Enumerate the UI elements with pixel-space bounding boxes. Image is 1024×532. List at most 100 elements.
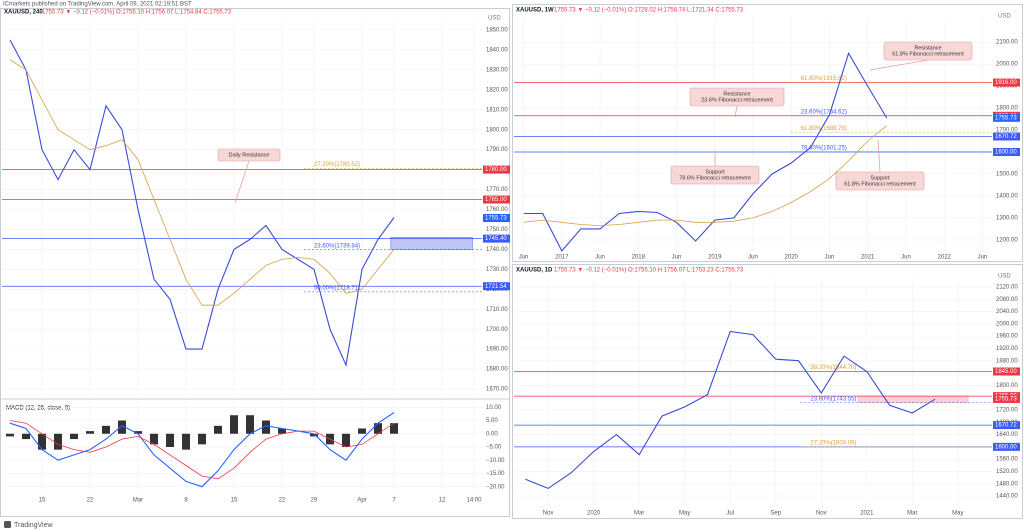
level-tag-label: 1916.00 — [995, 80, 1017, 86]
callout-pointer — [234, 160, 250, 204]
last-tag-label: 1755.73 — [995, 397, 1017, 403]
x-tick-label: Jun — [901, 255, 911, 261]
y-tick-label: 1920.00 — [996, 346, 1018, 352]
y-tick-label: −10.00 — [486, 458, 505, 464]
y-tick-label: 1640.00 — [996, 432, 1018, 438]
x-tick-label: 2020 — [785, 255, 799, 261]
x-tick-label: 12 — [439, 498, 446, 504]
x-tick-label: Jul — [726, 511, 734, 517]
average-line — [9, 59, 395, 306]
y-tick-label: 1770.00 — [486, 187, 508, 193]
footer: TradingView — [14, 522, 53, 529]
x-tick-label: Jun — [748, 255, 758, 261]
y-tick-label: 2000.00 — [996, 321, 1018, 327]
y-tick-label: 2120.00 — [996, 284, 1018, 290]
histogram-bar — [102, 425, 110, 434]
average-line — [9, 420, 395, 480]
y-tick-label: 0.00 — [486, 431, 498, 437]
y-tick-label: 5.00 — [486, 418, 498, 424]
level-tag — [483, 165, 510, 174]
level-tag-label: 1780.00 — [485, 167, 507, 173]
x-tick-label: 2017 — [555, 255, 569, 261]
y-tick-label: 1800.00 — [996, 383, 1018, 389]
y-tick-label: 1400.00 — [996, 194, 1018, 200]
histogram-bar — [214, 425, 222, 434]
y-tick-label: 2000.00 — [996, 62, 1018, 68]
callout-pointer — [877, 139, 881, 173]
level-tag-label: 1765.00 — [485, 197, 507, 203]
x-tick-label: 2021 — [861, 255, 875, 261]
level-tag-label: 1670.72 — [995, 134, 1017, 140]
callout-box — [670, 165, 760, 185]
level-tag-label: 1670.72 — [995, 423, 1017, 429]
x-tick-label: Jun — [672, 255, 682, 261]
y-tick-label: 1790.00 — [486, 147, 508, 153]
histogram-bar — [134, 431, 142, 434]
last-tag — [483, 214, 510, 223]
chart-title: XAUUSD, 1W — [516, 8, 554, 14]
callout-text: 61.8% Fibonacci retracement — [892, 51, 964, 57]
callout-text: Resistance — [723, 91, 750, 97]
x-tick-label: Jun — [519, 255, 529, 261]
histogram-bar — [230, 415, 238, 434]
histogram-bar — [310, 433, 318, 437]
histogram-bar — [198, 433, 206, 445]
y-tick-label: 1700.00 — [996, 128, 1018, 134]
histogram-bar — [246, 415, 254, 434]
unit-label: USD — [488, 16, 501, 22]
average-line — [523, 125, 888, 227]
level-tag — [993, 148, 1020, 157]
fib-label: 61.80%(1689.78) — [801, 126, 847, 132]
x-tick-label: May — [679, 511, 690, 517]
histogram-bar — [166, 433, 174, 447]
callout-text: Daily Resistance — [229, 152, 270, 158]
last-tag — [993, 113, 1020, 122]
y-tick-label: 1440.00 — [996, 494, 1018, 500]
level-tag — [993, 132, 1020, 141]
histogram-bar — [342, 433, 350, 447]
price-line — [523, 51, 888, 252]
y-tick-label: 1560.00 — [996, 457, 1018, 463]
callout-box — [217, 148, 281, 162]
histogram-bar — [118, 420, 126, 434]
logo — [4, 521, 11, 528]
y-tick-label: 1960.00 — [996, 334, 1018, 340]
y-tick-label: 1800.00 — [486, 127, 508, 133]
callout-pointer — [869, 59, 929, 71]
y-tick-label: 1520.00 — [996, 469, 1018, 475]
x-tick-label: May — [952, 511, 963, 517]
y-tick-label: −15.00 — [486, 471, 505, 477]
y-tick-label: 2080.00 — [996, 297, 1018, 303]
price-line — [525, 330, 936, 490]
x-tick-label: 2018 — [632, 255, 646, 261]
y-tick-label: −20.00 — [486, 484, 505, 490]
y-tick-label: −5.00 — [486, 445, 502, 451]
fib-label: 50.00%(1718.71) — [314, 285, 360, 291]
fib-label: 23.60%(1739.84) — [314, 243, 360, 249]
y-tick-label: 10.00 — [486, 405, 502, 411]
y-tick-label: 1700.00 — [486, 327, 508, 333]
y-tick-label: 1810.00 — [486, 107, 508, 113]
y-tick-label: 1850.00 — [486, 28, 508, 34]
x-tick-label: 2021 — [860, 511, 874, 517]
x-tick-label: 8 — [184, 498, 188, 504]
y-tick-label: 1670.00 — [486, 387, 508, 393]
x-tick-label: Mar — [907, 511, 917, 517]
y-tick-label: 1880.00 — [996, 358, 1018, 364]
y-tick-label: 1480.00 — [996, 481, 1018, 487]
y-tick-label: 1720.00 — [996, 408, 1018, 414]
last-tag-label: 1755.73 — [995, 115, 1017, 121]
x-tick-label: 22 — [87, 498, 94, 504]
histogram-bar — [390, 423, 398, 434]
x-tick-label: Apr — [357, 498, 366, 504]
quote: 1755.73 ▼ −0.12 (−0.01%) O:1728.02 H:175… — [554, 8, 744, 14]
y-tick-label: 1750.00 — [486, 227, 508, 233]
y-tick-label: 2040.00 — [996, 309, 1018, 315]
fib-label: 23.60%(1743.55) — [810, 396, 856, 402]
zone — [857, 395, 969, 403]
callout-box — [835, 171, 925, 191]
level-tag-label: 1600.00 — [995, 444, 1017, 450]
level-tag-label: 1845.00 — [995, 369, 1017, 375]
level-tag — [993, 421, 1020, 430]
